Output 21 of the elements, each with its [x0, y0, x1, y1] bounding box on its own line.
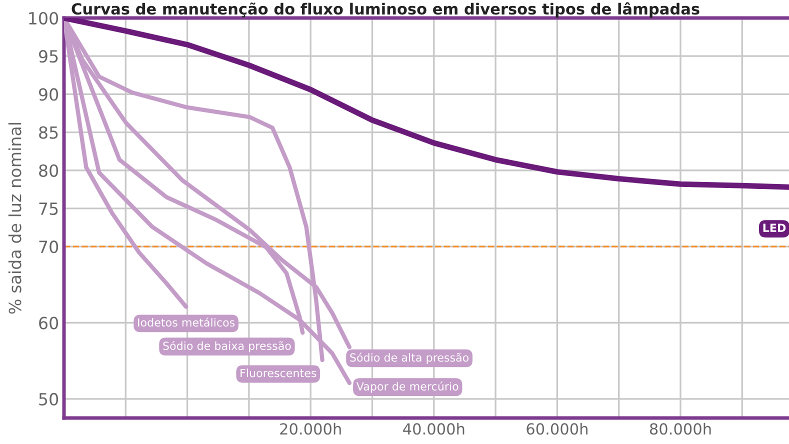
series-label: Sódio de baixa pressão [163, 340, 291, 352]
x-tick-label: 80.000h [650, 422, 711, 435]
x-tick-label: 20.000h [280, 422, 341, 435]
x-tick-label: 60.000h [526, 422, 588, 435]
text: LED [763, 224, 786, 232]
series-label: Iodetos metálicos [138, 318, 235, 327]
chart-title: Curvas de manutenção do fluxo luminoso em diversos tipos de lâmpadas [72, 2, 700, 18]
y-tick-label: 60 [39, 316, 58, 330]
x-tick-label: 40.000h [403, 422, 464, 435]
y-tick-label: 95 [38, 50, 58, 63]
y-tick-label: 85 [39, 126, 58, 139]
y-axis-title: % saida de luz nominal [8, 122, 22, 314]
series-label: Vapor de mercúrio [356, 382, 458, 393]
y-tick-label: 100 [29, 12, 58, 25]
y-tick-label: 70 [39, 240, 58, 254]
series-label: Sódio de alta pressão [350, 352, 469, 364]
y-tick-label: 75 [39, 202, 58, 216]
series-label: Fluorescentes [240, 368, 316, 378]
y-tick-label: 50 [39, 392, 58, 406]
y-tick-label: 90 [38, 88, 58, 101]
y-tick-label: 80 [39, 164, 58, 177]
